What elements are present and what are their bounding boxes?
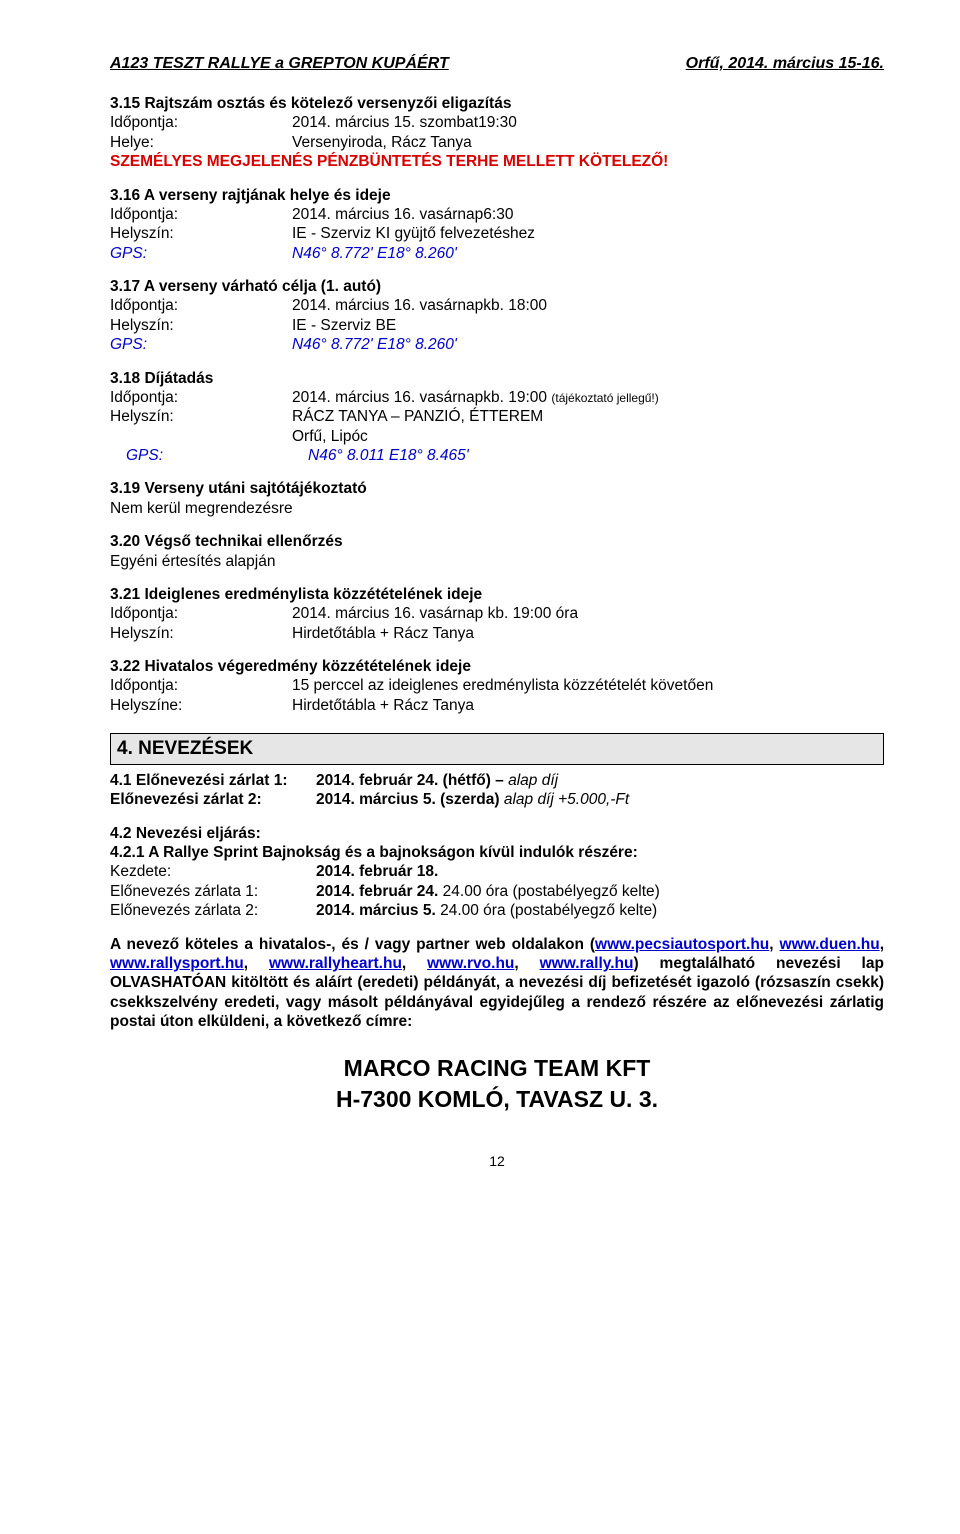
- value-gps: N46° 8.772' E18° 8.260': [292, 244, 884, 263]
- label-kezdete: Kezdete:: [110, 862, 316, 881]
- link-rallysport[interactable]: www.rallysport.hu: [110, 955, 244, 972]
- value-gps: N46° 8.011 E18° 8.465': [308, 446, 884, 465]
- label-idopontja: Időpontja:: [110, 388, 292, 407]
- label-idopontja: Időpontja:: [110, 604, 292, 623]
- label-idopontja: Időpontja:: [110, 205, 292, 224]
- page-number: 12: [110, 1153, 884, 1171]
- label-idopontja: Időpontja:: [110, 113, 292, 132]
- value-helye: Versenyiroda, Rácz Tanya: [292, 133, 884, 152]
- section-title: 3.17 A verseny várható célja (1. autó): [110, 277, 884, 296]
- value-helyszin-2: Orfű, Lipóc: [292, 427, 884, 446]
- value-datetime: 2014. március 16. vasárnap kb. 19:00 óra: [292, 604, 884, 623]
- value-followup: 15 perccel az ideiglenes eredménylista k…: [292, 676, 884, 695]
- section-title: 3.20 Végső technikai ellenőrzés: [110, 532, 884, 551]
- link-rvo[interactable]: www.rvo.hu: [427, 955, 514, 972]
- value-helyszin: Hirdetőtábla + Rácz Tanya: [292, 624, 884, 643]
- label-helyszin: Helyszín:: [110, 224, 292, 243]
- section-title: 3.16 A verseny rajtjának helye és ideje: [110, 186, 884, 205]
- address-line-1: MARCO RACING TEAM KFT: [110, 1053, 884, 1084]
- section-title: 3.22 Hivatalos végeredmény közzétételéne…: [110, 657, 884, 676]
- page-header: A123 TESZT RALLYE a GREPTON KUPÁÉRT Orfű…: [110, 54, 884, 74]
- label-zarlata-2: Előnevezés zárlata 2:: [110, 901, 316, 920]
- section-3-15: 3.15 Rajtszám osztás és kötelező verseny…: [110, 94, 884, 172]
- section-3-22: 3.22 Hivatalos végeredmény közzétételéne…: [110, 657, 884, 715]
- value-kezdete: 2014. február 18.: [316, 862, 884, 881]
- label-helyszin: Helyszín:: [110, 316, 292, 335]
- section-4-banner: 4. NEVEZÉSEK: [110, 733, 884, 765]
- link-pecsiautosport[interactable]: www.pecsiautosport.hu: [595, 936, 769, 953]
- label-helyszin: Helyszín:: [110, 407, 292, 426]
- address-block: MARCO RACING TEAM KFT H-7300 KOMLÓ, TAVA…: [110, 1053, 884, 1115]
- section-body: Egyéni értesítés alapján: [110, 552, 275, 571]
- label-idopontja: Időpontja:: [110, 676, 292, 695]
- address-line-2: H-7300 KOMLÓ, TAVASZ U. 3.: [110, 1084, 884, 1115]
- warning-text: SZEMÉLYES MEGJELENÉS PÉNZBÜNTETÉS TERHE …: [110, 152, 884, 171]
- paragraph-nevezo: A nevező köteles a hivatalos-, és / vagy…: [110, 935, 884, 1032]
- label-helyszin: Helyszín:: [110, 624, 292, 643]
- section-3-17: 3.17 A verseny várható célja (1. autó) I…: [110, 277, 884, 355]
- link-rallyheart[interactable]: www.rallyheart.hu: [269, 955, 402, 972]
- value-zarlat-1: 2014. február 24. (hétfő) – alap díj: [316, 771, 884, 790]
- section-3-20: 3.20 Végső technikai ellenőrzés Egyéni é…: [110, 532, 884, 571]
- label-helye: Helye:: [110, 133, 292, 152]
- header-left: A123 TESZT RALLYE a GREPTON KUPÁÉRT: [110, 54, 449, 74]
- section-3-19: 3.19 Verseny utáni sajtótájékoztató Nem …: [110, 479, 884, 518]
- label-idopontja: Időpontja:: [110, 296, 292, 315]
- section-body: Nem kerül megrendezésre: [110, 499, 293, 518]
- section-4-1: 4.1 Előnevezési zárlat 1: 2014. február …: [110, 771, 884, 810]
- value-gps: N46° 8.772' E18° 8.260': [292, 335, 884, 354]
- value-helyszin: IE - Szerviz BE: [292, 316, 884, 335]
- value-helyszin: IE - Szerviz KI gyüjtő felvezetéshez: [292, 224, 884, 243]
- link-duen[interactable]: www.duen.hu: [780, 936, 880, 953]
- section-subtitle: 4.2.1 A Rallye Sprint Bajnokság és a baj…: [110, 843, 884, 862]
- section-3-21: 3.21 Ideiglenes eredménylista közzététel…: [110, 585, 884, 643]
- header-right: Orfű, 2014. március 15-16.: [686, 54, 884, 74]
- value-zarlata-2: 2014. március 5. 24.00 óra (postabélyegz…: [316, 901, 884, 920]
- link-rally[interactable]: www.rally.hu: [540, 955, 634, 972]
- section-title: 3.18 Díjátadás: [110, 369, 884, 388]
- value-datetime: 2014. március 16. vasárnap6:30: [292, 205, 884, 224]
- label-gps: GPS:: [110, 446, 308, 465]
- section-title: 4.2 Nevezési eljárás:: [110, 824, 884, 843]
- section-title: 3.15 Rajtszám osztás és kötelező verseny…: [110, 94, 884, 113]
- value-datetime: 2014. március 16. vasárnapkb. 19:00 (táj…: [292, 388, 884, 407]
- section-4-2: 4.2 Nevezési eljárás: 4.2.1 A Rallye Spr…: [110, 824, 884, 921]
- label-zarlat-1: 4.1 Előnevezési zárlat 1:: [110, 771, 316, 790]
- value-helyszin: RÁCZ TANYA – PANZIÓ, ÉTTEREM: [292, 407, 884, 426]
- label-gps: GPS:: [110, 335, 292, 354]
- value-datetime: 2014. március 16. vasárnapkb. 18:00: [292, 296, 884, 315]
- value-datetime: 2014. március 15. szombat19:30: [292, 113, 884, 132]
- label-zarlata-1: Előnevezés zárlata 1:: [110, 882, 316, 901]
- label-gps: GPS:: [110, 244, 292, 263]
- section-title: 3.21 Ideiglenes eredménylista közzététel…: [110, 585, 884, 604]
- section-3-18: 3.18 Díjátadás Időpontja: 2014. március …: [110, 369, 884, 466]
- label-zarlat-2: Előnevezési zárlat 2:: [110, 790, 316, 809]
- section-3-16: 3.16 A verseny rajtjának helye és ideje …: [110, 186, 884, 264]
- label-helyszine: Helyszíne:: [110, 696, 292, 715]
- value-zarlat-2: 2014. március 5. (szerda) alap díj +5.00…: [316, 790, 884, 809]
- value-helyszine: Hirdetőtábla + Rácz Tanya: [292, 696, 884, 715]
- section-title: 3.19 Verseny utáni sajtótájékoztató: [110, 479, 884, 498]
- value-zarlata-1: 2014. február 24. 24.00 óra (postabélyeg…: [316, 882, 884, 901]
